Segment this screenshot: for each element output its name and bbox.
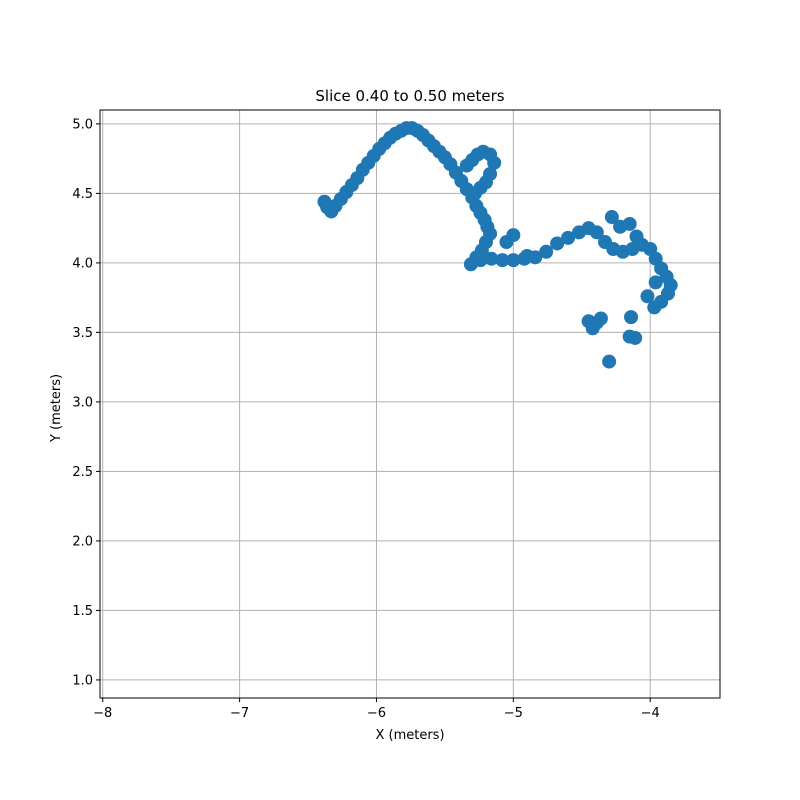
data-point bbox=[499, 235, 514, 250]
data-point bbox=[602, 354, 617, 369]
x-tick-label: −4 bbox=[641, 706, 660, 721]
x-axis-label: X (meters) bbox=[375, 728, 444, 743]
data-point bbox=[589, 225, 604, 240]
data-point bbox=[495, 253, 510, 268]
y-tick-label: 3.0 bbox=[72, 395, 93, 410]
x-tick-label: −5 bbox=[504, 706, 523, 721]
data-point bbox=[468, 186, 483, 201]
data-point bbox=[484, 251, 499, 266]
data-point bbox=[647, 300, 662, 315]
y-tick-label: 2.0 bbox=[72, 534, 93, 549]
data-point bbox=[539, 244, 554, 259]
chart-title: Slice 0.40 to 0.50 meters bbox=[315, 87, 504, 105]
y-tick-label: 5.0 bbox=[72, 117, 93, 132]
data-point bbox=[506, 253, 521, 268]
y-tick-label: 1.5 bbox=[72, 604, 93, 619]
data-point bbox=[648, 275, 663, 290]
data-point bbox=[550, 236, 565, 251]
axes-frame bbox=[99, 109, 721, 699]
data-point bbox=[640, 289, 655, 304]
data-point bbox=[473, 253, 488, 268]
data-point bbox=[622, 329, 637, 344]
y-axis-label: Y (meters) bbox=[49, 374, 64, 443]
data-point bbox=[629, 229, 644, 244]
x-tick-label: −6 bbox=[367, 706, 386, 721]
y-tick-label: 1.0 bbox=[72, 673, 93, 688]
x-tick-label: −7 bbox=[230, 706, 249, 721]
y-tick-label: 2.5 bbox=[72, 465, 93, 480]
plot-area bbox=[100, 110, 720, 698]
data-point bbox=[624, 310, 639, 325]
y-tick-label: 3.5 bbox=[72, 326, 93, 341]
data-point bbox=[520, 248, 535, 263]
data-point bbox=[487, 155, 502, 170]
data-point bbox=[604, 210, 619, 225]
data-points bbox=[317, 121, 678, 369]
x-ticks: −8 −7 −6 −5 −4 bbox=[93, 698, 660, 721]
data-point bbox=[561, 230, 576, 245]
data-point bbox=[622, 216, 637, 231]
y-tick-label: 4.0 bbox=[72, 256, 93, 271]
data-point bbox=[593, 311, 608, 326]
y-ticks: 1.0 1.5 2.0 2.5 3.0 3.5 4.0 4.5 5.0 bbox=[72, 117, 100, 688]
y-tick-label: 4.5 bbox=[72, 187, 93, 202]
x-tick-label: −8 bbox=[93, 706, 112, 721]
